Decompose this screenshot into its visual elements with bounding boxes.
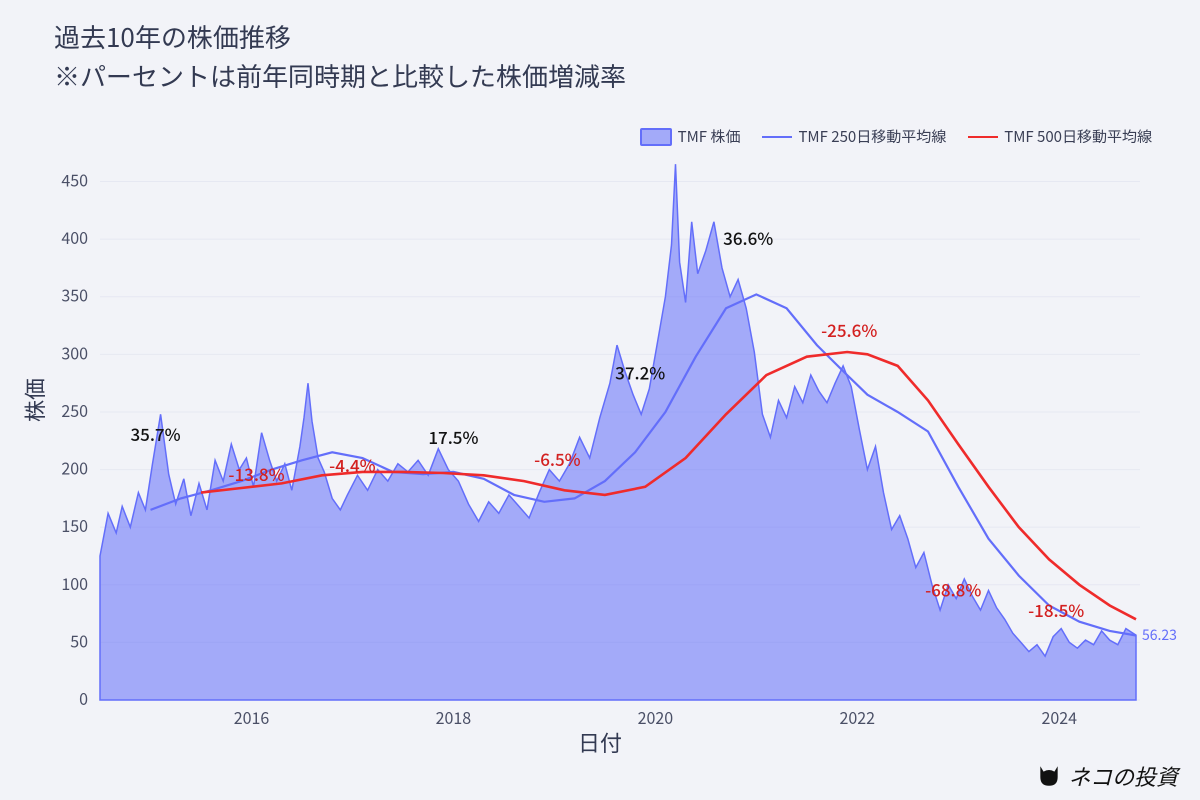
cat-icon xyxy=(1036,763,1062,789)
svg-text:-25.6%: -25.6% xyxy=(821,317,877,342)
svg-text:2022: 2022 xyxy=(840,705,876,729)
svg-text:250: 250 xyxy=(61,398,88,422)
y-ticks: 0 50 100 150 200 250 300 350 400 450 xyxy=(61,168,88,710)
svg-text:350: 350 xyxy=(61,283,88,307)
svg-text:0: 0 xyxy=(79,686,88,710)
svg-text:2020: 2020 xyxy=(638,705,674,729)
svg-text:150: 150 xyxy=(61,513,88,537)
end-value-label: 56.23 xyxy=(1142,625,1177,645)
svg-text:400: 400 xyxy=(61,225,88,249)
svg-text:-13.8%: -13.8% xyxy=(228,461,284,486)
svg-text:2016: 2016 xyxy=(234,705,270,729)
plot-svg: 0 50 100 150 200 250 300 350 400 450 2016 2018 2020… xyxy=(0,0,1200,800)
svg-text:-6.5%: -6.5% xyxy=(534,446,581,471)
svg-text:2018: 2018 xyxy=(436,705,472,729)
svg-text:37.2%: 37.2% xyxy=(615,360,665,385)
svg-text:50: 50 xyxy=(70,628,88,652)
svg-text:-18.5%: -18.5% xyxy=(1028,597,1084,622)
watermark-text: ネコの投資 xyxy=(1068,760,1178,792)
svg-text:2024: 2024 xyxy=(1041,705,1077,729)
svg-text:-4.4%: -4.4% xyxy=(329,452,376,477)
x-ticks: 2016 2018 2020 2022 2024 xyxy=(234,705,1077,729)
svg-text:100: 100 xyxy=(61,571,88,595)
svg-text:36.6%: 36.6% xyxy=(723,225,773,250)
svg-text:-68.8%: -68.8% xyxy=(925,576,981,601)
svg-text:200: 200 xyxy=(61,456,88,480)
svg-text:450: 450 xyxy=(61,168,88,192)
svg-text:300: 300 xyxy=(61,340,88,364)
svg-text:35.7%: 35.7% xyxy=(130,421,180,446)
watermark: ネコの投資 xyxy=(1036,760,1178,792)
price-area xyxy=(100,164,1136,700)
chart-container: 過去10年の株価推移 ※パーセントは前年同時期と比較した株価増減率 TMF 株価… xyxy=(0,0,1200,800)
svg-text:17.5%: 17.5% xyxy=(428,424,478,449)
